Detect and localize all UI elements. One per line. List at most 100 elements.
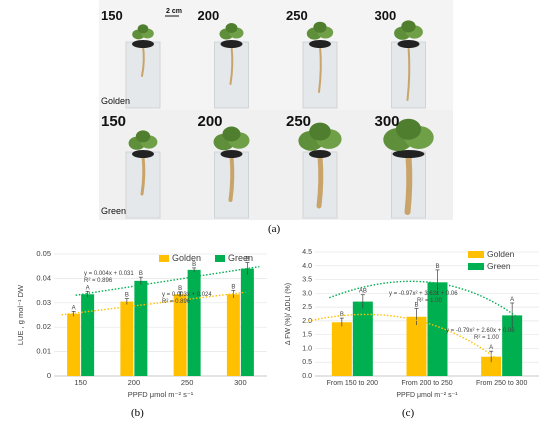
fw-dli-bar-chart: 0.0 0.5 1.0 1.5 2.0 2.5 3.0 3.5 4.0 4.5 From 150 t…: [285, 249, 539, 399]
x-tick-label: 150: [74, 378, 87, 387]
x-axis-title: PPFD μmol m⁻² s⁻¹: [128, 390, 194, 399]
root: [406, 45, 411, 101]
root: [228, 154, 235, 202]
r-squared: R² = 0.896: [162, 299, 191, 305]
y-tick-label: 0.01: [36, 347, 51, 356]
bar-green: [352, 301, 373, 376]
x-tick-label: From 250 to 300: [476, 380, 527, 387]
leaf: [222, 126, 241, 142]
significance-letter: A: [86, 285, 90, 291]
leaf: [225, 23, 238, 33]
x-tick-label: 300: [234, 378, 247, 387]
ppfd-label: 250: [286, 8, 308, 23]
trendline-green: [328, 280, 521, 320]
ppfd-label: 250: [286, 113, 311, 130]
plant-photo-grid: 150 200 250 300 Golden 150 200 250 300 Green 2 cm: [99, 0, 453, 220]
bar-green: [427, 282, 448, 376]
significance-letter: B: [435, 264, 439, 270]
y-tick-label: 4.0: [302, 263, 312, 270]
bar-golden: [173, 294, 187, 376]
plant-holder: [309, 150, 331, 158]
bar-golden: [331, 322, 352, 376]
trendline-golden: [61, 291, 246, 316]
root: [141, 45, 145, 77]
ppfd-label: 150: [101, 8, 123, 23]
root: [318, 45, 322, 93]
plant-holder: [220, 150, 243, 158]
plant-holder: [132, 40, 154, 48]
ppfd-label: 200: [198, 113, 223, 130]
plant-photo-panel: 150 200 250 300 Golden 150 200 250 300 Green 2 cm: [99, 0, 453, 220]
trendline-equation: y = 0.004x + 0.031: [84, 271, 134, 277]
leaf: [135, 130, 151, 143]
leaf: [309, 122, 331, 141]
bar-green: [134, 280, 148, 376]
significance-letter: B: [139, 271, 143, 277]
significance-letter: B: [125, 293, 129, 299]
trendline-equation: y = -0.97x² + 3.63x + 0.06: [389, 291, 458, 297]
bar-golden: [120, 301, 134, 376]
ppfd-label: 150: [101, 113, 126, 130]
root: [316, 153, 324, 209]
significance-letter: AB: [359, 289, 367, 295]
y-tick-label: 2.5: [302, 304, 312, 311]
y-tick-label: 0.03: [36, 298, 51, 307]
caption-c: (c): [402, 407, 415, 419]
legend-swatch: [215, 255, 225, 262]
x-tick-label: From 150 to 200: [327, 380, 378, 387]
y-axis-title: LUE , g mol⁻¹ DW: [16, 284, 25, 345]
root: [404, 153, 413, 215]
bar-green: [240, 268, 254, 376]
legend-swatch: [468, 263, 484, 270]
plant-holder: [132, 150, 154, 158]
y-tick-label: 4.5: [302, 249, 312, 256]
significance-letter: B: [245, 257, 249, 263]
y-axis-title: Δ FW (%)/ ΔDLI (%): [285, 283, 292, 345]
significance-letter: B: [192, 262, 196, 268]
root: [229, 45, 234, 85]
legend-label: Golden: [172, 253, 201, 263]
legend-label: Green: [228, 253, 253, 263]
bar-golden: [481, 356, 502, 376]
r-squared: R² = 1.00: [417, 298, 443, 304]
trendline-equation: y = 0.003x + 0.024: [162, 292, 212, 298]
plant-holder: [392, 150, 425, 158]
y-tick-label: 0.05: [36, 249, 51, 258]
root: [140, 154, 146, 196]
y-tick-label: 1.0: [302, 345, 312, 352]
caption-a: (a): [268, 223, 281, 235]
caption-b: (b): [131, 407, 144, 419]
bar-golden: [406, 316, 427, 376]
bar-golden: [67, 313, 81, 376]
cultivar-label: Golden: [101, 96, 130, 106]
plant-holder: [309, 40, 331, 48]
x-tick-label: 200: [128, 378, 141, 387]
legend-label: Golden: [487, 249, 515, 259]
plant-holder: [397, 40, 420, 48]
y-tick-label: 3.5: [302, 277, 312, 284]
y-tick-label: 0.5: [302, 359, 312, 366]
trendline-equation: y = -0.79x² + 2.60x + 0.06: [446, 328, 515, 334]
r-squared: R² = 0.896: [84, 278, 113, 284]
leaf: [313, 21, 327, 33]
ppfd-label: 300: [375, 8, 397, 23]
x-tick-label: 250: [181, 378, 194, 387]
bar-green: [187, 269, 201, 376]
y-tick-label: 3.0: [302, 290, 312, 297]
scale-label: 2 cm: [166, 8, 182, 15]
leaf: [137, 24, 149, 34]
cultivar-label: Green: [101, 206, 126, 216]
ppfd-label: 200: [198, 8, 220, 23]
legend-label: Green: [487, 261, 511, 271]
bar-golden: [226, 294, 240, 376]
y-tick-label: 0: [47, 371, 51, 380]
bar-green: [81, 294, 95, 376]
y-tick-label: 0.02: [36, 322, 51, 331]
ppfd-label: 300: [375, 113, 400, 130]
y-tick-label: 2.0: [302, 318, 312, 325]
y-tick-label: 0.0: [302, 373, 312, 380]
plant-holder: [220, 40, 243, 48]
bar-green: [502, 315, 523, 376]
significance-letter: A: [72, 305, 76, 311]
significance-letter: A: [510, 297, 514, 303]
